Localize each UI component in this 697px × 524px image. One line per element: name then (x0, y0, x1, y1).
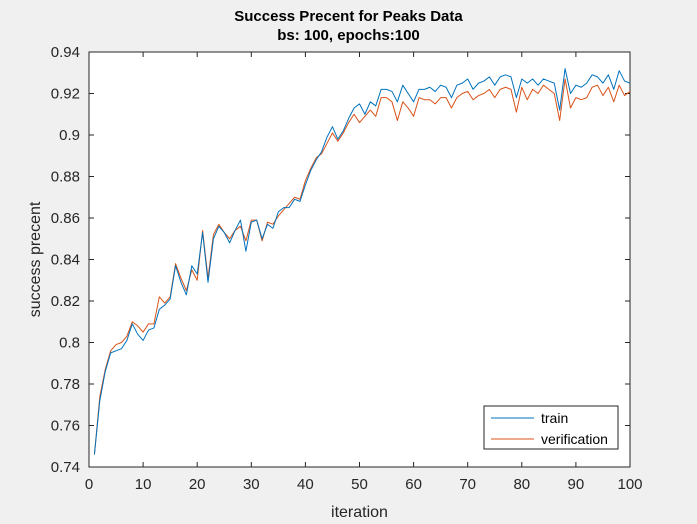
y-tick-label: 0.76 (51, 418, 80, 435)
x-tick-label: 70 (459, 476, 476, 493)
x-tick-label: 0 (85, 476, 93, 493)
x-tick-label: 50 (351, 476, 368, 493)
series-line-verification (93, 78, 631, 455)
y-axis-label: success precent (27, 201, 44, 317)
x-tick-label: 20 (189, 476, 206, 493)
y-tick-label: 0.78 (51, 376, 80, 393)
plot-area (88, 51, 631, 468)
series-line-train (93, 68, 631, 455)
x-tick-label: 100 (617, 476, 642, 493)
y-tick-label: 0.92 (51, 86, 80, 103)
y-tick-label: 0.82 (51, 293, 80, 310)
x-tick-label: 90 (568, 476, 585, 493)
legend-label-verification: verification (541, 431, 608, 447)
y-tick-label: 0.84 (51, 252, 80, 269)
legend-box (483, 405, 619, 450)
y-tick-label: 0.8 (59, 335, 80, 352)
x-tick-label: 60 (405, 476, 422, 493)
y-tick-label: 0.88 (51, 169, 80, 186)
legend-label-train: train (541, 410, 568, 426)
x-axis-label: iteration (331, 504, 388, 521)
y-tick-label: 0.86 (51, 210, 80, 227)
x-tick-label: 30 (243, 476, 260, 493)
chart-subtitle: bs: 100, epochs:100 (277, 27, 420, 44)
x-tick-label: 40 (297, 476, 314, 493)
y-tick-label: 0.9 (59, 127, 80, 144)
y-tick-label: 0.74 (51, 459, 80, 476)
x-tick-label: 80 (513, 476, 530, 493)
chart-title: Success Precent for Peaks Data (234, 8, 463, 25)
y-tick-label: 0.94 (51, 44, 80, 61)
x-tick-label: 10 (135, 476, 152, 493)
